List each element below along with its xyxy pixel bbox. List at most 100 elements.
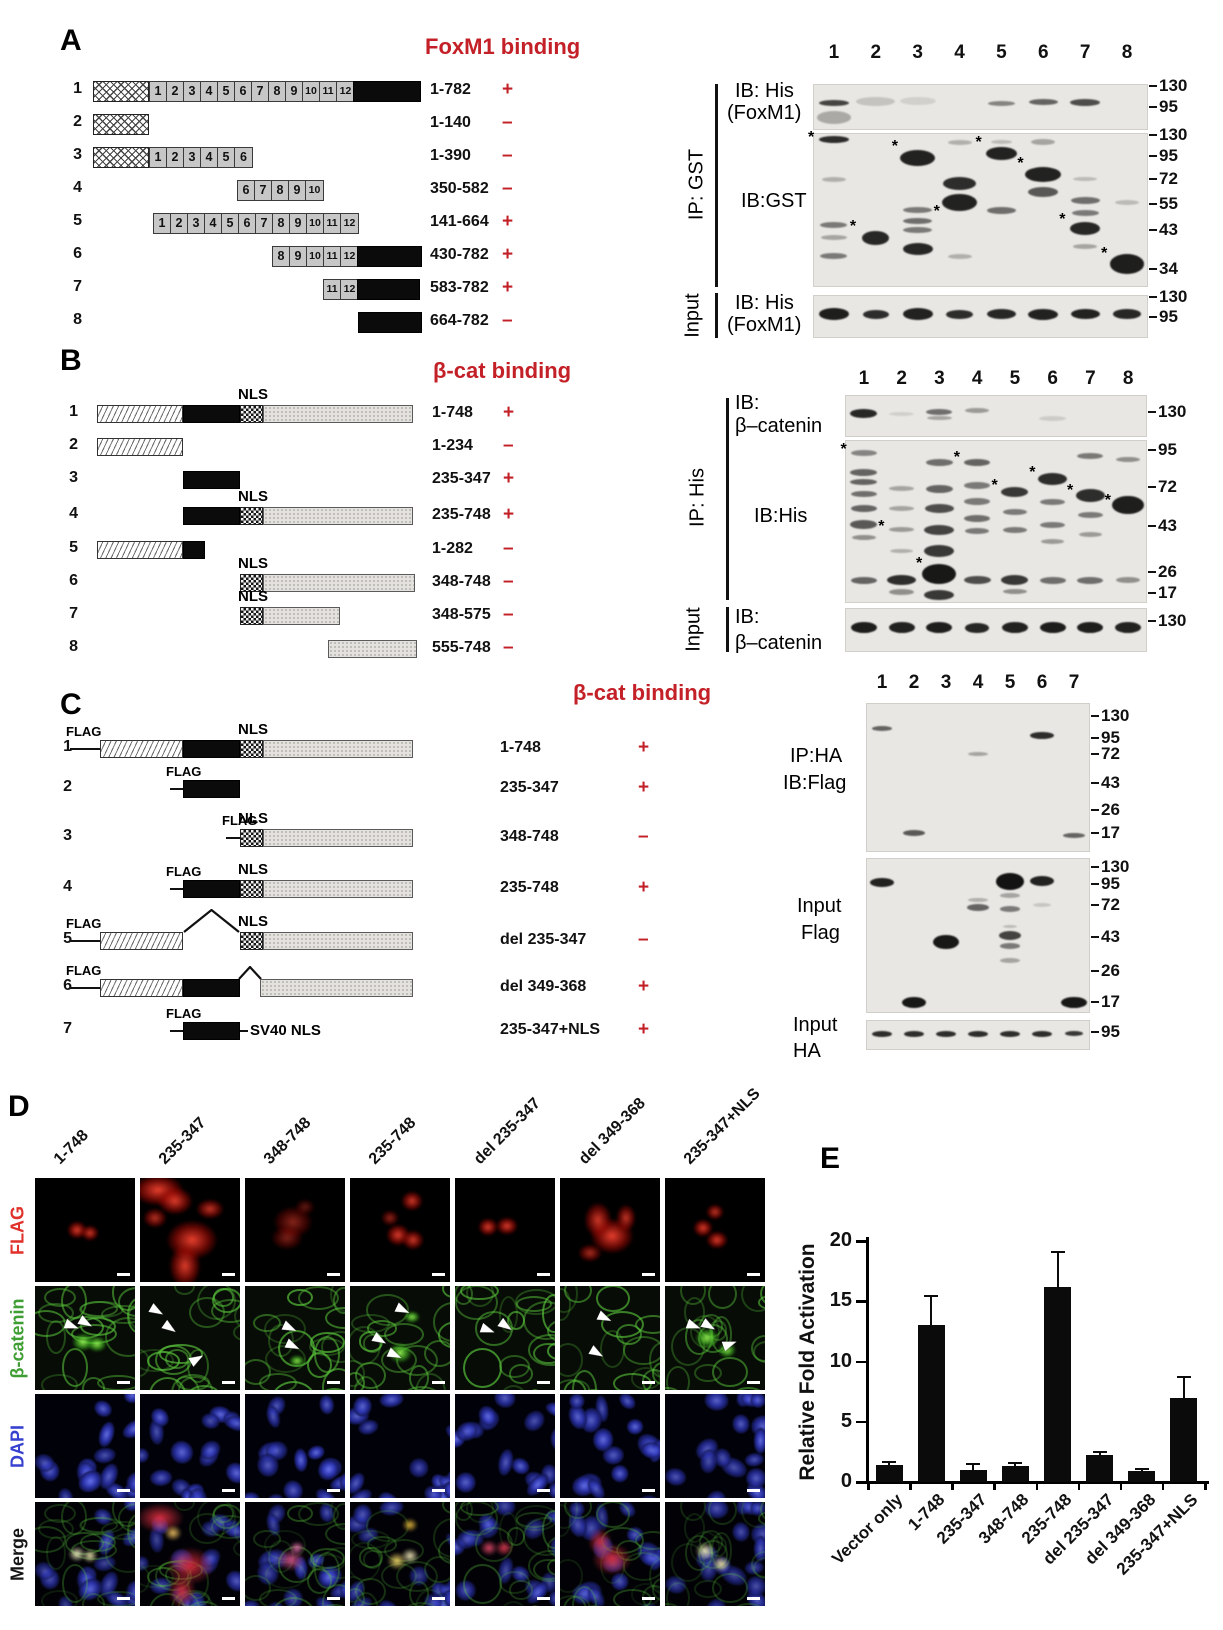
panel-b-segment-black [183,405,240,423]
scale-bar [642,1381,655,1384]
membrane-mesh [506,1310,525,1331]
blot-band [1073,177,1098,182]
blot-band [818,308,849,321]
x-tick [867,1484,870,1490]
micro-image-DAPI-del 235-347 [455,1394,555,1498]
panel-b-segment-dot [263,507,413,525]
panel-a-binding-value: – [502,145,513,166]
panel-a-range-label: 1-140 [430,114,471,131]
mw-tick [1149,85,1157,88]
scale-bar [642,1489,655,1492]
asterisk-marker: * [849,218,857,236]
x-tick [1035,1484,1038,1490]
panel-a-title: FoxM1 binding [425,34,581,59]
merge-highlight [168,1573,196,1606]
blot-band [964,482,991,490]
blot-band [899,96,936,105]
mw-label: 130 [1159,287,1188,307]
panel-b-blot-label: IB: [735,392,760,414]
mw-label: 130 [1158,611,1187,631]
asterisk-marker: * [933,203,940,220]
micro-image-FLAG-1-748 [35,1178,135,1282]
flag-tag-line [170,788,183,790]
panel-c-segment-black [183,880,240,898]
micro-image-Merge-235-748 [350,1502,450,1606]
panel-b-lane-number: 4 [971,368,983,389]
x-tick [951,1484,954,1490]
flag-signal [578,1243,602,1262]
column-label-235-347: 235-347 [155,1114,210,1168]
y-tick-label: 0 [840,1470,852,1492]
membrane-mesh [62,1564,89,1603]
asterisk-marker: * [953,449,960,467]
flag-tag-line [170,1030,183,1032]
blot-band [968,751,988,756]
flag-signal [273,1205,313,1238]
domain-box: 5 [222,213,239,233]
blot-band [924,544,955,557]
asterisk-marker: * [1059,210,1066,228]
flag-signal [496,1216,518,1235]
scale-bar [327,1597,340,1600]
flag-tag-line [70,987,100,989]
flag-tag-label: FLAG [166,764,202,779]
blot-band [942,177,977,191]
blot-band [968,897,988,902]
nucleus [519,1405,549,1436]
sv40-nls-label: SV40 NLS [250,1022,321,1039]
membrane-mesh [423,1340,450,1368]
blot-band [942,193,977,211]
membrane-mesh [96,1590,135,1606]
mw-label: 95 [1159,97,1178,116]
panel-c-lane-number: 3 [940,672,952,693]
blot-band [850,504,877,512]
panel-b-blot-label: β–catenin [735,632,823,654]
membrane-mesh [286,1289,313,1307]
panel-b-binding-value: + [503,402,515,423]
panel-a-binding-value: + [502,211,514,232]
micro-image-β-catenin-del 235-347 [455,1286,555,1390]
scale-bar [747,1381,760,1384]
panel-a-domain-boxes: 1 2 3 4 5 6 7 8 9 10 11 12 [149,80,355,102]
panel-c-binding-value: + [638,976,650,997]
membrane-mesh [533,1558,555,1581]
blot-band [816,110,852,124]
blot-band [862,309,889,319]
panel-b-lane-number: 6 [1047,368,1058,389]
scale-bar [222,1381,235,1384]
membrane-mesh [62,1348,89,1387]
panel-a-lane-number: 7 [1079,42,1091,63]
merge-highlight [695,1541,715,1560]
panel-c-blot-label: Flag [801,922,840,944]
blot-band [925,484,953,493]
mw-label: 72 [1159,169,1178,189]
flag-signal [401,1190,423,1211]
blot-band [850,622,877,634]
panel-a-binding-value: – [502,112,513,133]
blot-band [1030,732,1054,740]
blot-band [1063,833,1085,839]
membrane-mesh [751,1550,765,1578]
merge-highlight [164,1525,182,1542]
blot-band [850,520,878,530]
membrane-mesh [533,1342,555,1365]
asterisk-marker: * [891,138,898,156]
panel-a-segment-black [357,245,422,267]
y-tick-label: 15 [829,1289,852,1312]
blot-band [1032,1030,1052,1037]
nucleus [747,1394,765,1412]
membrane-mesh [423,1556,450,1584]
panel-b-construct-number: 8 [69,638,78,655]
nucleus [221,1457,240,1488]
blot-band [1040,521,1065,528]
panel-c-segment-black [183,780,240,798]
column-label-del 235-347: del 235-347 [470,1094,544,1168]
panel-c-segment-hatch [100,979,183,997]
blot-band [1000,1030,1020,1037]
mw-label: 17 [1101,822,1120,842]
nucleus [753,1426,765,1455]
mw-tick [1149,133,1157,136]
panel-a-lane-number: 8 [1121,42,1133,63]
panel-c-blot-strip [866,858,1090,1013]
bcat-positive-cell [87,1336,107,1353]
